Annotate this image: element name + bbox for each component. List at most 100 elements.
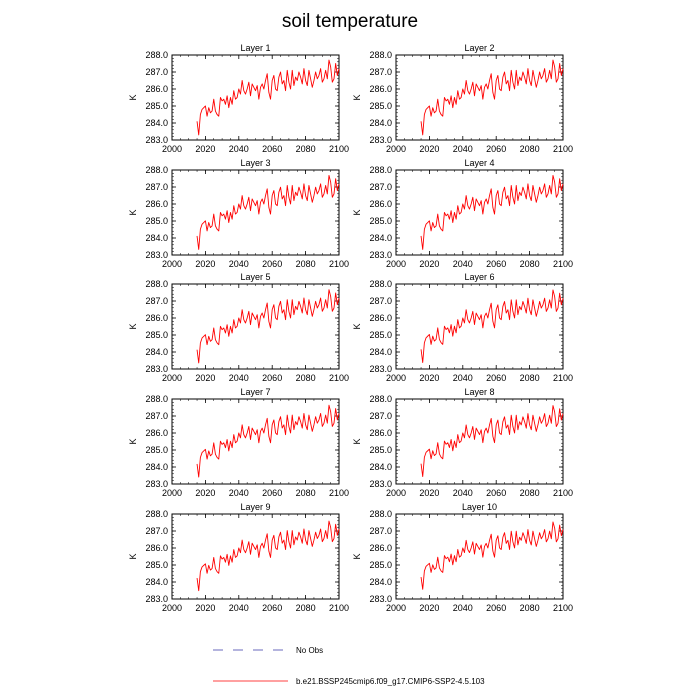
panel-1: Layer 1 K 283.0 284.0 285.0 286.0 287.0 288.0 20… bbox=[128, 43, 349, 154]
panel-8: Layer 8 K 283.0 284.0 285.0 286.0 287.0 288.0 20… bbox=[352, 387, 573, 498]
y-tick-label: 287.0 bbox=[369, 411, 392, 421]
x-tick-label: 2100 bbox=[553, 144, 573, 154]
plot-frame bbox=[171, 54, 340, 141]
panel-title: Layer 2 bbox=[464, 43, 494, 53]
x-tick-label: 2040 bbox=[229, 373, 249, 383]
x-tick-label: 2000 bbox=[386, 603, 406, 613]
x-tick-label: 2080 bbox=[520, 373, 540, 383]
y-tick-label: 288.0 bbox=[369, 509, 392, 519]
y-tick-label: 285.0 bbox=[369, 101, 392, 111]
x-tick-label: 2000 bbox=[162, 259, 182, 269]
y-tick-label: 285.0 bbox=[145, 101, 168, 111]
x-tick-label: 2060 bbox=[262, 144, 282, 154]
x-tick-label: 2100 bbox=[329, 603, 349, 613]
x-tick-label: 2000 bbox=[162, 144, 182, 154]
panel-title: Layer 4 bbox=[464, 158, 494, 168]
plot-frame bbox=[395, 169, 564, 256]
x-tick-label: 2080 bbox=[296, 259, 316, 269]
y-tick-label: 283.0 bbox=[145, 135, 168, 145]
y-tick-label: 288.0 bbox=[369, 50, 392, 60]
panel-title: Layer 8 bbox=[464, 387, 494, 397]
x-tick-label: 2080 bbox=[520, 144, 540, 154]
panel-title: Layer 6 bbox=[464, 272, 494, 282]
x-tick-label: 2040 bbox=[453, 603, 473, 613]
plot-frame bbox=[395, 513, 564, 600]
x-tick-label: 2000 bbox=[162, 488, 182, 498]
panel-10: Layer 10 K 283.0 284.0 285.0 286.0 287.0 288.0 2… bbox=[352, 502, 573, 613]
x-tick-label: 2000 bbox=[162, 373, 182, 383]
x-tick-label: 2000 bbox=[162, 603, 182, 613]
x-tick-label: 2060 bbox=[486, 603, 506, 613]
x-tick-label: 2100 bbox=[553, 259, 573, 269]
y-tick-label: 283.0 bbox=[369, 479, 392, 489]
x-tick-label: 2060 bbox=[262, 488, 282, 498]
y-tick-label: 284.0 bbox=[369, 462, 392, 472]
chart-title: soil temperature bbox=[282, 11, 418, 32]
panel-2: Layer 2 K 283.0 284.0 285.0 286.0 287.0 288.0 20… bbox=[352, 43, 573, 154]
y-axis-label: K bbox=[128, 438, 138, 444]
x-tick-label: 2100 bbox=[553, 373, 573, 383]
x-tick-label: 2040 bbox=[229, 488, 249, 498]
series-line bbox=[196, 174, 340, 250]
legend-label-no-obs: No Obs bbox=[296, 646, 323, 655]
y-tick-label: 288.0 bbox=[145, 394, 168, 404]
y-tick-label: 283.0 bbox=[145, 479, 168, 489]
y-tick-label: 284.0 bbox=[145, 118, 168, 128]
panel-5: Layer 5 K 283.0 284.0 285.0 286.0 287.0 288.0 20… bbox=[128, 272, 349, 383]
x-tick-label: 2020 bbox=[195, 144, 215, 154]
panel-3: Layer 3 K 283.0 284.0 285.0 286.0 287.0 288.0 20… bbox=[128, 158, 349, 269]
y-tick-label: 288.0 bbox=[145, 279, 168, 289]
panel-title: Layer 3 bbox=[240, 158, 270, 168]
y-tick-label: 283.0 bbox=[369, 135, 392, 145]
y-tick-label: 285.0 bbox=[369, 330, 392, 340]
y-tick-label: 286.0 bbox=[369, 543, 392, 553]
y-tick-label: 286.0 bbox=[369, 428, 392, 438]
y-tick-label: 287.0 bbox=[145, 411, 168, 421]
y-tick-label: 284.0 bbox=[369, 577, 392, 587]
x-tick-label: 2080 bbox=[296, 144, 316, 154]
y-tick-label: 288.0 bbox=[369, 394, 392, 404]
series-line bbox=[196, 520, 340, 592]
y-tick-label: 287.0 bbox=[369, 182, 392, 192]
y-tick-label: 288.0 bbox=[369, 165, 392, 175]
x-tick-label: 2080 bbox=[296, 488, 316, 498]
y-axis-label: K bbox=[352, 94, 362, 100]
x-tick-label: 2060 bbox=[486, 373, 506, 383]
plot-frame bbox=[171, 398, 340, 485]
x-tick-label: 2000 bbox=[386, 488, 406, 498]
y-tick-label: 287.0 bbox=[145, 182, 168, 192]
panel-title: Layer 5 bbox=[240, 272, 270, 282]
x-tick-label: 2040 bbox=[453, 259, 473, 269]
panels-grid: Layer 1 K 283.0 284.0 285.0 286.0 287.0 288.0 20… bbox=[128, 43, 573, 613]
y-tick-label: 288.0 bbox=[145, 50, 168, 60]
y-tick-label: 285.0 bbox=[145, 560, 168, 570]
y-tick-label: 285.0 bbox=[369, 216, 392, 226]
y-tick-label: 284.0 bbox=[369, 347, 392, 357]
y-tick-label: 287.0 bbox=[145, 526, 168, 536]
y-axis-label: K bbox=[128, 323, 138, 329]
x-tick-label: 2000 bbox=[386, 373, 406, 383]
plot-frame bbox=[395, 54, 564, 141]
x-tick-label: 2060 bbox=[486, 259, 506, 269]
y-tick-label: 286.0 bbox=[145, 199, 168, 209]
plot-frame bbox=[171, 169, 340, 256]
y-axis-label: K bbox=[128, 94, 138, 100]
series-line bbox=[420, 174, 564, 250]
y-tick-label: 285.0 bbox=[369, 445, 392, 455]
x-tick-label: 2040 bbox=[453, 144, 473, 154]
y-tick-label: 286.0 bbox=[145, 84, 168, 94]
x-tick-label: 2000 bbox=[386, 259, 406, 269]
x-tick-label: 2060 bbox=[262, 603, 282, 613]
x-tick-label: 2080 bbox=[520, 603, 540, 613]
y-axis-label: K bbox=[128, 209, 138, 215]
panel-title: Layer 9 bbox=[240, 502, 270, 512]
panel-6: Layer 6 K 283.0 284.0 285.0 286.0 287.0 288.0 20… bbox=[352, 272, 573, 383]
y-axis-label: K bbox=[352, 323, 362, 329]
x-tick-label: 2020 bbox=[419, 373, 439, 383]
x-tick-label: 2020 bbox=[419, 488, 439, 498]
x-tick-label: 2020 bbox=[195, 488, 215, 498]
y-tick-label: 283.0 bbox=[369, 594, 392, 604]
y-tick-label: 286.0 bbox=[369, 199, 392, 209]
series-line bbox=[196, 59, 340, 136]
